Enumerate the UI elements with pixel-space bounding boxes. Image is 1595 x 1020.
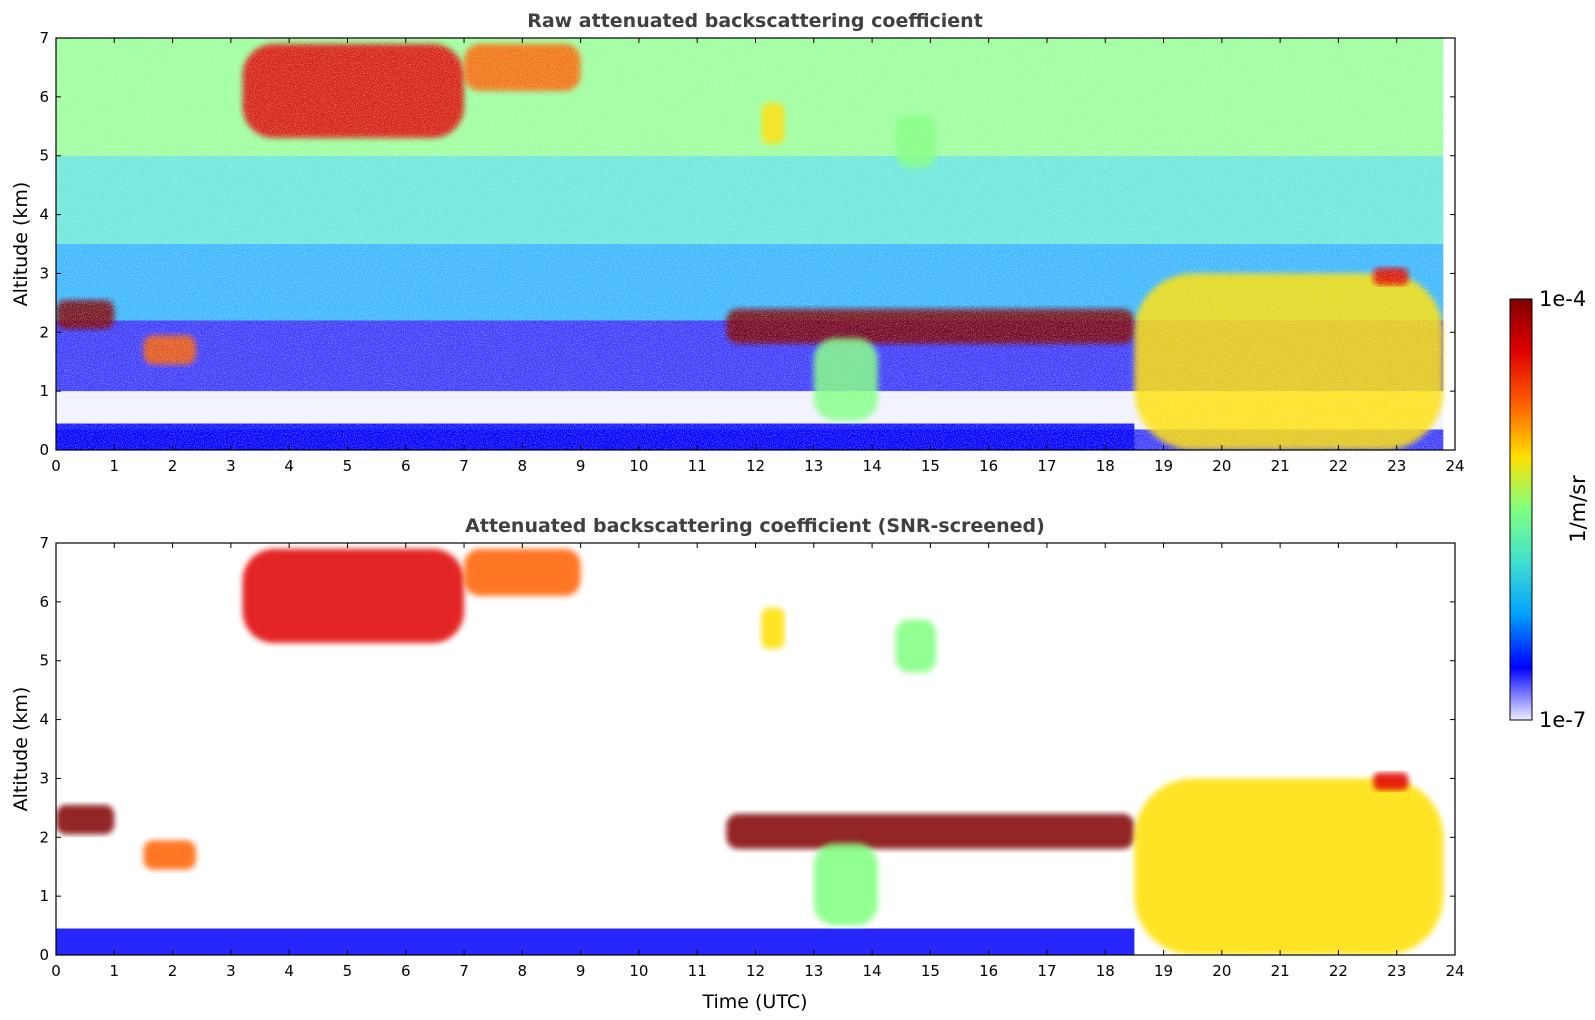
x-tick-label: 10 xyxy=(629,962,648,980)
y-tick-label: 2 xyxy=(39,828,49,846)
x-tick-label: 4 xyxy=(284,962,294,980)
cloud-feature xyxy=(813,843,878,926)
y-tick-label: 6 xyxy=(39,593,49,611)
x-tick-label: 0 xyxy=(51,457,61,475)
cloud-feature xyxy=(895,619,937,673)
x-tick-label: 0 xyxy=(51,962,61,980)
surface-aerosol-layer xyxy=(56,928,1135,955)
x-tick-label: 9 xyxy=(576,962,586,980)
x-tick-label: 21 xyxy=(1271,962,1290,980)
x-tick-label: 12 xyxy=(746,962,765,980)
x-tick-label: 10 xyxy=(629,457,648,475)
x-tick-label: 12 xyxy=(746,457,765,475)
x-tick-label: 15 xyxy=(921,962,940,980)
x-tick-label: 22 xyxy=(1329,962,1348,980)
y-tick-label: 6 xyxy=(39,88,49,106)
x-tick-label: 17 xyxy=(1037,962,1056,980)
x-tick-label: 15 xyxy=(921,457,940,475)
x-tick-label: 14 xyxy=(863,457,882,475)
colorbar: 1e-4 1e-7 1/m/sr xyxy=(1509,287,1590,732)
x-tick-label: 7 xyxy=(459,457,469,475)
y-tick-label: 7 xyxy=(39,29,49,47)
panel-screened-ylabel: Altitude (km) xyxy=(10,687,32,812)
cloud-feature xyxy=(464,548,581,596)
x-tick-label: 6 xyxy=(401,457,411,475)
x-tick-label: 20 xyxy=(1212,457,1231,475)
panel-raw-heatmap xyxy=(56,38,1455,450)
x-tick-label: 6 xyxy=(401,962,411,980)
x-tick-label: 1 xyxy=(110,457,120,475)
x-tick-label: 3 xyxy=(226,457,236,475)
y-tick-label: 4 xyxy=(39,206,49,224)
panel-raw-ticks: 0 1 2 3 4 5 6 7 8 9 10 11 12 13 14 15 16 17 18 19 20 21 22 23 24… xyxy=(39,29,1464,475)
cloud-feature xyxy=(242,548,465,644)
x-tick-label: 16 xyxy=(979,457,998,475)
colorbar-max-label: 1e-4 xyxy=(1539,287,1586,311)
x-tick-label: 18 xyxy=(1096,457,1115,475)
panel-screened-xlabel: Time (UTC) xyxy=(701,991,807,1013)
x-tick-label: 24 xyxy=(1445,962,1464,980)
panel-screened-heatmap xyxy=(56,543,1455,955)
x-tick-label: 13 xyxy=(804,457,823,475)
panel-raw: Raw attenuated backscattering coefficien… xyxy=(10,10,1465,475)
x-tick-label: 18 xyxy=(1096,962,1115,980)
x-tick-label: 22 xyxy=(1329,457,1348,475)
y-tick-label: 4 xyxy=(39,711,49,729)
x-tick-label: 8 xyxy=(518,457,528,475)
screened-cloud-features xyxy=(56,548,1444,955)
cloud-feature xyxy=(761,607,785,649)
cloud-feature xyxy=(726,813,1135,850)
x-tick-label: 14 xyxy=(863,962,882,980)
x-tick-label: 8 xyxy=(518,962,528,980)
x-tick-label: 23 xyxy=(1387,962,1406,980)
y-tick-label: 1 xyxy=(39,887,49,905)
colorbar-min-label: 1e-7 xyxy=(1539,708,1586,732)
x-tick-label: 23 xyxy=(1387,457,1406,475)
x-tick-label: 9 xyxy=(576,457,586,475)
x-tick-label: 17 xyxy=(1037,457,1056,475)
x-tick-label: 21 xyxy=(1271,457,1290,475)
panel-raw-ylabel: Altitude (km) xyxy=(10,182,32,307)
x-tick-label: 7 xyxy=(459,962,469,980)
panel-raw-title: Raw attenuated backscattering coefficien… xyxy=(527,10,983,32)
x-tick-label: 2 xyxy=(168,457,178,475)
panel-screened-title: Attenuated backscattering coefficient (S… xyxy=(465,515,1045,537)
cloud-feature xyxy=(1373,772,1409,791)
y-tick-label: 3 xyxy=(39,264,49,282)
cloud-feature xyxy=(1134,778,1444,955)
raw-speckle-noise xyxy=(56,38,1455,450)
x-tick-label: 3 xyxy=(226,962,236,980)
x-tick-label: 5 xyxy=(343,962,353,980)
y-tick-label: 5 xyxy=(39,147,49,165)
x-tick-label: 19 xyxy=(1154,457,1173,475)
x-tick-label: 11 xyxy=(688,457,707,475)
y-tick-label: 0 xyxy=(39,441,49,459)
y-tick-label: 1 xyxy=(39,382,49,400)
panel-screened: Attenuated backscattering coefficient (S… xyxy=(10,515,1465,1013)
colorbar-gradient xyxy=(1509,298,1533,721)
y-tick-label: 3 xyxy=(39,769,49,787)
x-tick-label: 20 xyxy=(1212,962,1231,980)
x-tick-label: 11 xyxy=(688,962,707,980)
y-tick-label: 0 xyxy=(39,946,49,964)
x-tick-label: 19 xyxy=(1154,962,1173,980)
x-tick-label: 24 xyxy=(1445,457,1464,475)
x-tick-label: 5 xyxy=(343,457,353,475)
y-tick-label: 2 xyxy=(39,323,49,341)
y-tick-label: 7 xyxy=(39,534,49,552)
colorbar-unit-label: 1/m/sr xyxy=(1566,475,1590,543)
panel-screened-ticks: 0 1 2 3 4 5 6 7 8 9 10 11 12 13 14 15 16 17 18 19 20 21 22 23 24… xyxy=(39,534,1464,980)
x-tick-label: 13 xyxy=(804,962,823,980)
cloud-feature xyxy=(56,804,115,835)
x-tick-label: 2 xyxy=(168,962,178,980)
x-tick-label: 1 xyxy=(110,962,120,980)
cloud-feature xyxy=(143,840,196,870)
x-tick-label: 4 xyxy=(284,457,294,475)
x-tick-label: 16 xyxy=(979,962,998,980)
y-tick-label: 5 xyxy=(39,652,49,670)
